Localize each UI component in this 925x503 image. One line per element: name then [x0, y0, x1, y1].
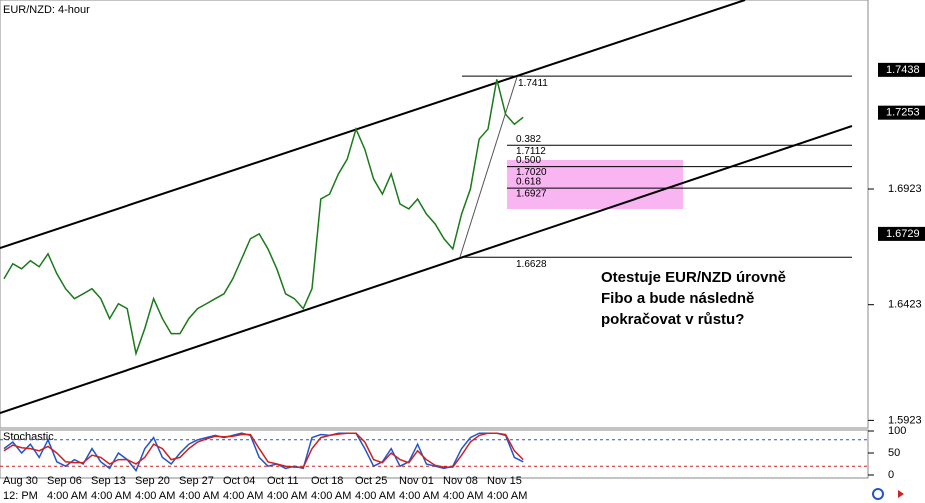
channel-lower	[0, 125, 853, 414]
y-tick-label: 1.6423	[888, 299, 922, 311]
icons	[872, 488, 904, 500]
annotation: Otestuje EUR/NZD úrovně	[601, 269, 786, 286]
x-time-label: 4:00 AM	[91, 490, 131, 502]
fib-ratio: 0.500	[516, 155, 541, 166]
x-tick-label: Nov 01	[399, 475, 434, 487]
price-marker	[878, 226, 925, 241]
x-time-label: 12: PM	[3, 490, 38, 502]
x-tick-label: Nov 15	[487, 475, 522, 487]
fib-price: 1.7020	[516, 167, 547, 178]
x-time-label: 4:00 AM	[487, 490, 527, 502]
fib-ratio: 0.382	[516, 134, 541, 145]
x-time-label: 4:00 AM	[355, 490, 395, 502]
stochastic-title: Stochastic	[3, 431, 54, 443]
x-time-label: 4:00 AM	[311, 490, 351, 502]
chart-title: EUR/NZD: 4-hour	[3, 4, 90, 16]
fib-zone	[507, 160, 683, 209]
fib-price: 1.6628	[516, 259, 547, 270]
y-tick-label: 50	[888, 447, 900, 459]
x-tick-label: Oct 18	[311, 475, 343, 487]
x-time-label: 4:00 AM	[47, 490, 87, 502]
fib-ratio: 0.618	[516, 177, 541, 188]
x-tick-label: Sep 27	[179, 475, 214, 487]
x-tick-label: Oct 11	[267, 475, 299, 487]
price-marker-label: 1.7253	[886, 107, 920, 119]
y-tick-label: 1.5923	[888, 414, 922, 426]
stochastic-line	[3, 432, 524, 473]
x-time-label: 4:00 AM	[267, 490, 307, 502]
x-time-label: 4:00 AM	[135, 490, 175, 502]
price-marker	[878, 105, 925, 120]
x-tick-label: Oct 25	[355, 475, 387, 487]
x-tick-label: Sep 13	[91, 475, 126, 487]
price-line	[3, 79, 524, 357]
fib-price: 1.7411	[518, 78, 548, 89]
y-tick-label: 1.6923	[888, 183, 922, 195]
annotation: Fibo a bude následně	[601, 290, 754, 307]
y-tick-label: 100	[888, 425, 906, 437]
channel-upper	[0, 0, 746, 249]
fib-price: 1.7112	[516, 146, 546, 157]
stochastic-pane	[0, 429, 869, 479]
x-tick-label: Sep 20	[135, 475, 170, 487]
x-time-label: 4:00 AM	[399, 490, 439, 502]
y-tick-label: 0	[888, 469, 894, 481]
price-pane	[0, 0, 869, 429]
x-time-label: 4:00 AM	[179, 490, 219, 502]
x-time-label: 4:00 AM	[443, 490, 483, 502]
fib-price: 1.6927	[516, 189, 547, 200]
stochastic-line	[3, 432, 524, 469]
price-marker	[878, 62, 925, 77]
x-time-label: 4:00 AM	[223, 490, 263, 502]
x-tick-label: Nov 08	[443, 475, 478, 487]
fib-trendline	[459, 76, 518, 258]
x-tick-label: Sep 06	[47, 475, 82, 487]
x-tick-label: Oct 04	[223, 475, 255, 487]
x-tick-label: Aug 30	[3, 475, 38, 487]
price-marker-label: 1.6729	[886, 228, 920, 240]
price-marker-label: 1.7438	[886, 64, 920, 76]
annotation: pokračovat v růstu?	[601, 311, 744, 328]
